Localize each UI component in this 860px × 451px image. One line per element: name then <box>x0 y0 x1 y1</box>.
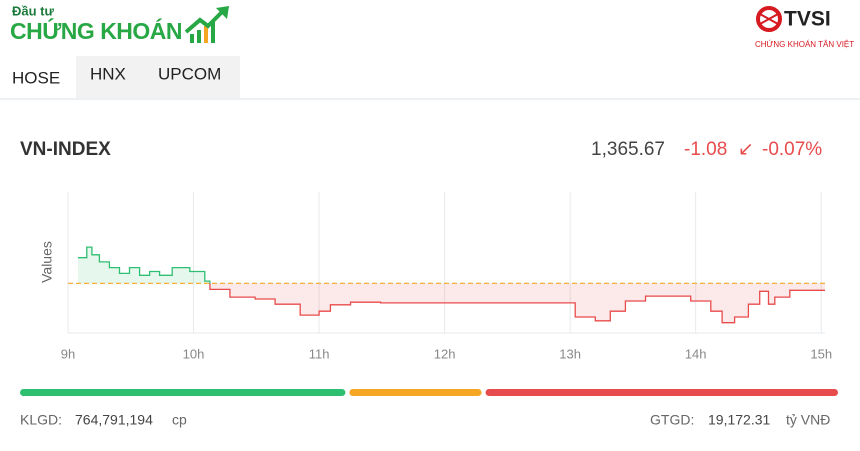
tab[interactable]: UPCOM <box>158 64 221 83</box>
index-name: VN-INDEX <box>20 139 111 160</box>
y-axis-label: Values <box>39 241 55 283</box>
breadth-segment <box>349 389 482 396</box>
chart: 9h 10h 11h 12h 13h 14h 15h <box>61 192 832 361</box>
tab[interactable]: HOSE <box>12 68 60 87</box>
tab-bar <box>76 56 240 98</box>
x-tick-label: 12h <box>434 346 456 361</box>
index-arrow: ↙ <box>738 139 754 160</box>
value-unit: tỷ VNĐ <box>786 412 830 428</box>
value-label: GTGD: <box>650 412 694 428</box>
index-change: -1.08 <box>684 139 727 160</box>
volume-label: KLGD: <box>20 412 62 428</box>
volume: 764,791,194 <box>75 412 153 428</box>
x-tick-label: 9h <box>61 346 75 361</box>
volume-unit: cp <box>172 412 187 428</box>
x-tick-label: 11h <box>309 346 330 361</box>
x-tick-label: 14h <box>685 346 707 361</box>
breadth-segment <box>20 389 346 396</box>
brand-icon <box>184 6 229 43</box>
x-tick-label: 15h <box>810 346 832 361</box>
x-tick-label: 13h <box>559 346 581 361</box>
partner-sub: CHỨNG KHOÁN TÂN VIỆT <box>755 40 854 49</box>
brand-small: Đầu tư <box>12 3 55 18</box>
index-percent: -0.07% <box>762 139 822 160</box>
x-tick-label: 10h <box>183 346 205 361</box>
price-line <box>78 246 825 324</box>
trade-value: 19,172.31 <box>708 412 770 428</box>
partner-logo <box>756 6 782 32</box>
brand-big: CHỨNG KHOÁN <box>10 17 182 44</box>
index-price: 1,365.67 <box>591 139 665 160</box>
breadth-segment <box>485 389 838 396</box>
breadth-bar <box>20 389 838 396</box>
tab[interactable]: HNX <box>90 64 126 83</box>
partner-name: TVSI <box>784 8 831 31</box>
area <box>78 247 825 323</box>
